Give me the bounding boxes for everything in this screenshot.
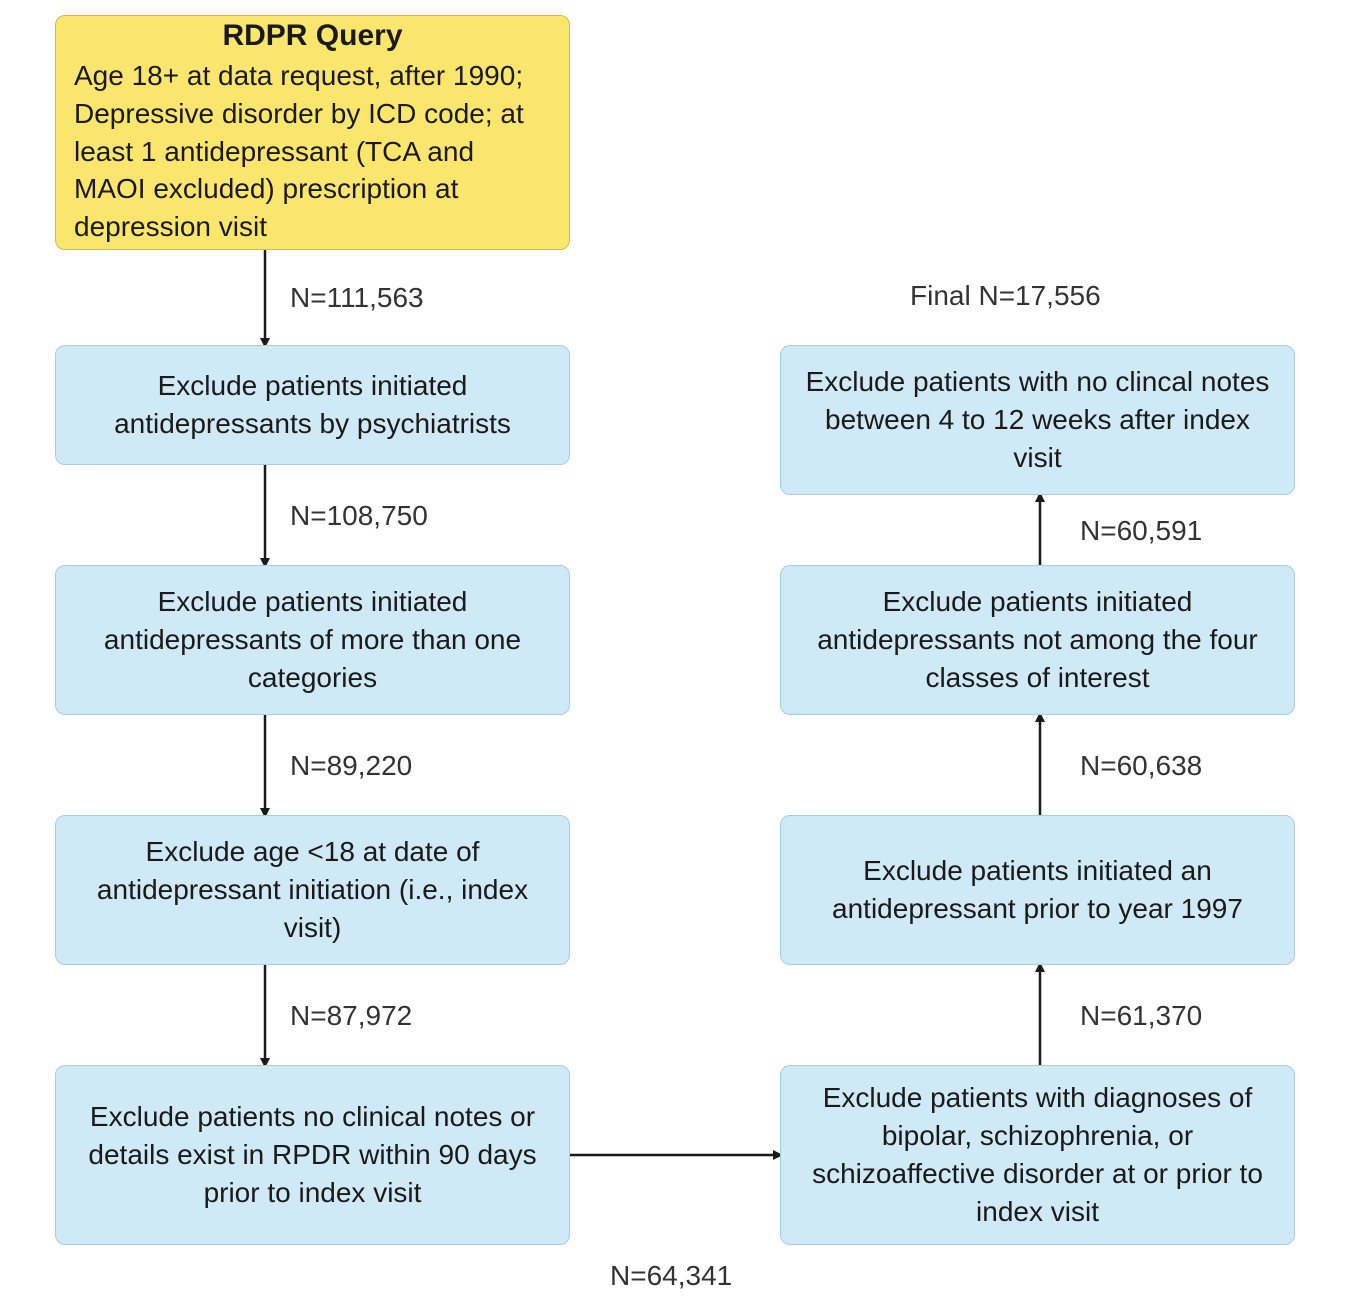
node-body: Exclude patients initiated an antidepres…: [799, 852, 1276, 928]
node-body: Exclude patients with no clincal notes b…: [799, 363, 1276, 476]
node-body: Exclude patients no clinical notes or de…: [74, 1098, 551, 1211]
flowchart-node-n8: Exclude patients with no clincal notes b…: [780, 345, 1295, 495]
edge-label: N=111,563: [290, 282, 424, 314]
node-body: Exclude age <18 at date of antidepressan…: [74, 833, 551, 946]
flowchart-node-n2: Exclude patients initiated antidepressan…: [55, 565, 570, 715]
node-body: Exclude patients initiated antidepressan…: [74, 367, 551, 443]
node-title: RDPR Query: [74, 19, 551, 53]
node-body: Exclude patients initiated antidepressan…: [799, 583, 1276, 696]
edge-label: N=108,750: [290, 500, 428, 532]
flowchart-node-n1: Exclude patients initiated antidepressan…: [55, 345, 570, 465]
node-body: Age 18+ at data request, after 1990; Dep…: [74, 57, 551, 246]
final-count-label: Final N=17,556: [910, 280, 1101, 312]
edge-label: N=87,972: [290, 1000, 412, 1032]
edge-label: N=89,220: [290, 750, 412, 782]
flowchart-node-n7: Exclude patients initiated antidepressan…: [780, 565, 1295, 715]
edge-label: N=60,638: [1080, 750, 1202, 782]
node-body: Exclude patients with diagnoses of bipol…: [799, 1079, 1276, 1230]
edge-label: N=60,591: [1080, 515, 1202, 547]
flowchart-node-n4: Exclude patients no clinical notes or de…: [55, 1065, 570, 1245]
node-body: Exclude patients initiated antidepressan…: [74, 583, 551, 696]
flowchart-node-n0: RDPR Query Age 18+ at data request, after…: [55, 15, 570, 250]
flowchart-node-n6: Exclude patients initiated an antidepres…: [780, 815, 1295, 965]
flowchart-node-n3: Exclude age <18 at date of antidepressan…: [55, 815, 570, 965]
edge-label: N=61,370: [1080, 1000, 1202, 1032]
flowchart-node-n5: Exclude patients with diagnoses of bipol…: [780, 1065, 1295, 1245]
edge-label: N=64,341: [610, 1260, 732, 1292]
